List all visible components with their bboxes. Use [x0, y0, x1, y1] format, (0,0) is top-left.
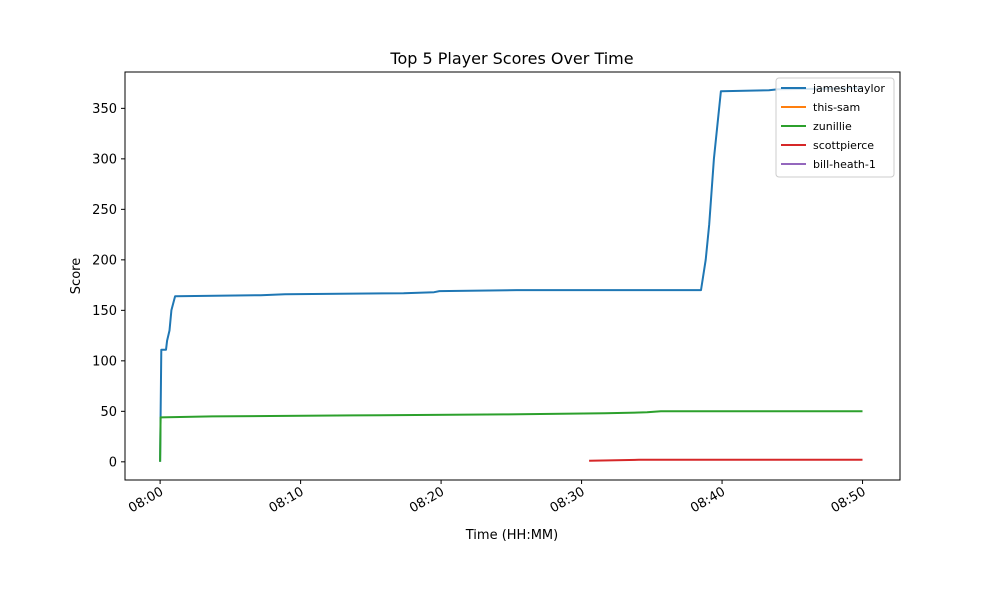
legend-box — [775, 77, 895, 178]
axes-frame — [124, 71, 901, 481]
y-tick-label: 150 — [92, 304, 117, 319]
series-line-scottpierce — [589, 458, 863, 462]
x-tick-label: 08:40 — [688, 484, 728, 516]
x-axis: 08:00 08:10 08:20 08:30 08:40 08:50 — [126, 480, 869, 516]
legend-label: scottpierce — [813, 139, 874, 152]
plot-area — [159, 87, 863, 462]
y-tick-label: 0 — [109, 455, 117, 470]
legend-label: zunillie — [813, 120, 852, 133]
y-tick-label: 100 — [92, 354, 117, 369]
y-tick-label: 300 — [92, 152, 117, 167]
x-tick-label: 08:00 — [126, 484, 166, 516]
y-tick-label: 50 — [100, 405, 117, 420]
x-tick-label: 08:30 — [548, 484, 588, 516]
x-tick-label: 08:10 — [267, 484, 307, 516]
legend-label: bill-heath-1 — [813, 158, 876, 171]
y-tick-label: 250 — [92, 203, 117, 218]
x-axis-label: Time (HH:MM) — [465, 528, 558, 543]
y-axis: 0 50 100 150 200 250 300 350 — [92, 102, 125, 470]
y-tick-label: 350 — [92, 102, 117, 117]
x-tick-label: 08:20 — [407, 484, 447, 516]
y-axis-label: Score — [69, 258, 84, 294]
y-tick-label: 200 — [92, 253, 117, 268]
x-tick-label: 08:50 — [829, 484, 869, 516]
series-line-zunillie — [159, 410, 863, 462]
legend: jameshtaylor this-sam zunillie scottpierce b… — [775, 77, 895, 178]
legend-label: jameshtaylor — [812, 82, 885, 95]
series-line-jameshtaylor — [159, 87, 863, 462]
chart-title: Top 5 Player Scores Over Time — [389, 49, 633, 68]
legend-label: this-sam — [813, 101, 860, 114]
